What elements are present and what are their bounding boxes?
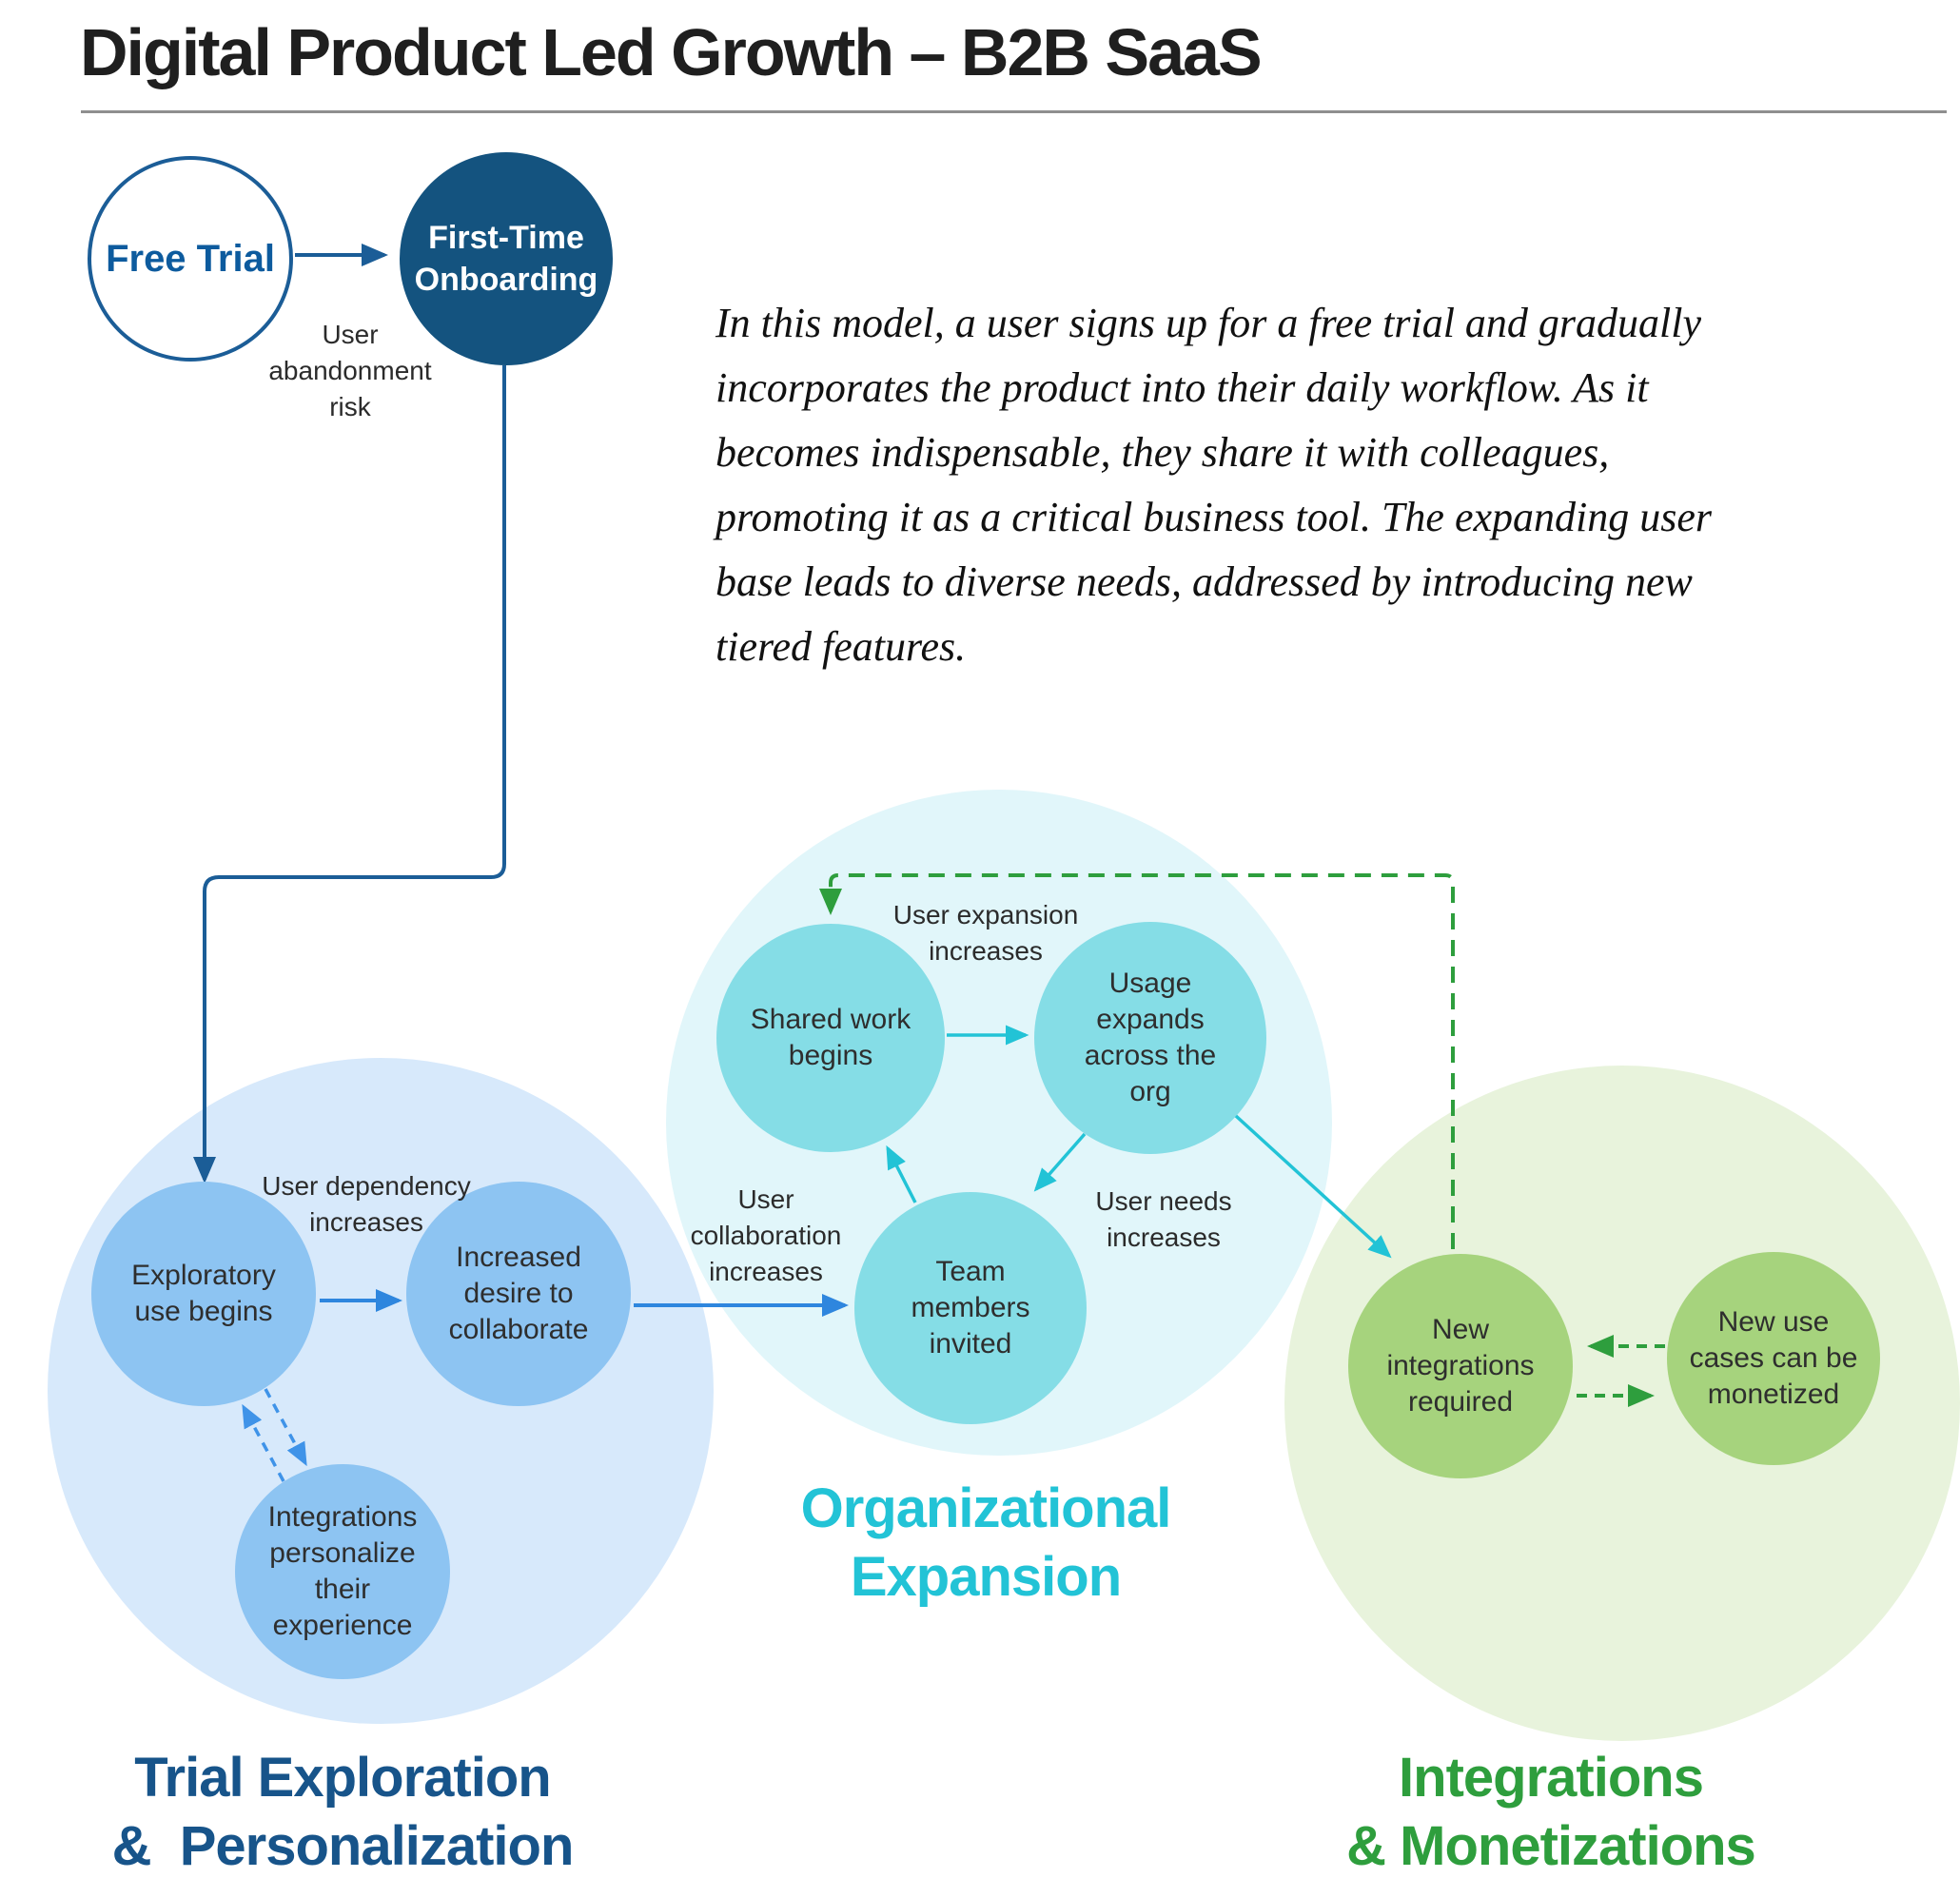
org-cluster-title: Organizational Expansion [800,1477,1172,1608]
team-members-node-label: Team members invited [911,1256,1030,1360]
node-new-integrations-circle [1348,1254,1573,1478]
node-integrations-circle [235,1464,450,1679]
arrow-usage-to-new-integrations [1234,1114,1392,1259]
onboarding-label: First-Time Onboarding [414,220,598,298]
integrations-node-label: Integrations personalize their experienc… [267,1501,418,1641]
node-exploratory-circle [91,1182,316,1406]
arrow-usage-to-team [1033,1132,1087,1192]
abandonment-risk-label: User abandonment risk [268,320,432,421]
node-team-circle [854,1192,1087,1424]
new-integrations-node-label: New integrations required [1386,1314,1535,1418]
node-free-trial-circle [88,156,293,362]
node-shared-circle [716,924,945,1152]
shared-work-node-label: Shared work begins [750,1004,911,1071]
dashed-arrow-exploratory-to-integrations [264,1388,307,1467]
free-trial-label: Free Trial [106,238,275,280]
title-divider [81,110,1947,113]
arrow-onboarding-to-exploratory [193,365,506,1184]
node-usage-circle [1034,922,1266,1154]
dashed-arrow-integrations-to-exploratory [242,1403,285,1482]
user-expansion-label: User expansion increases [892,900,1079,966]
page-title: Digital Product Led Growth – B2B SaaS [80,15,1263,89]
usage-expands-node-label: Usage expands across the org [1084,968,1217,1107]
node-desire-circle [406,1182,631,1406]
user-dependency-label: User dependency increases [262,1171,471,1237]
user-needs-label: User needs increases [1095,1186,1232,1252]
dashed-arrow-new-integrations-to-shared [819,873,1455,1249]
desire-node-label: Increased desire to collaborate [448,1242,589,1345]
intro-paragraph: In this model, a user signs up for a fre… [715,300,1712,670]
arrow-team-to-shared [886,1144,917,1203]
monetize-cluster-title: Integrations & Monetizations [1346,1747,1756,1877]
node-onboarding-circle [400,152,613,365]
user-collaboration-label: User collaboration increases [690,1184,842,1286]
trial-cluster-title: Trial Exploration & Personalization [111,1747,575,1877]
node-new-use-cases-circle [1667,1252,1880,1465]
exploratory-node-label: Exploratory use begins [131,1260,276,1327]
new-use-cases-node-label: New use cases can be monetized [1689,1306,1858,1410]
